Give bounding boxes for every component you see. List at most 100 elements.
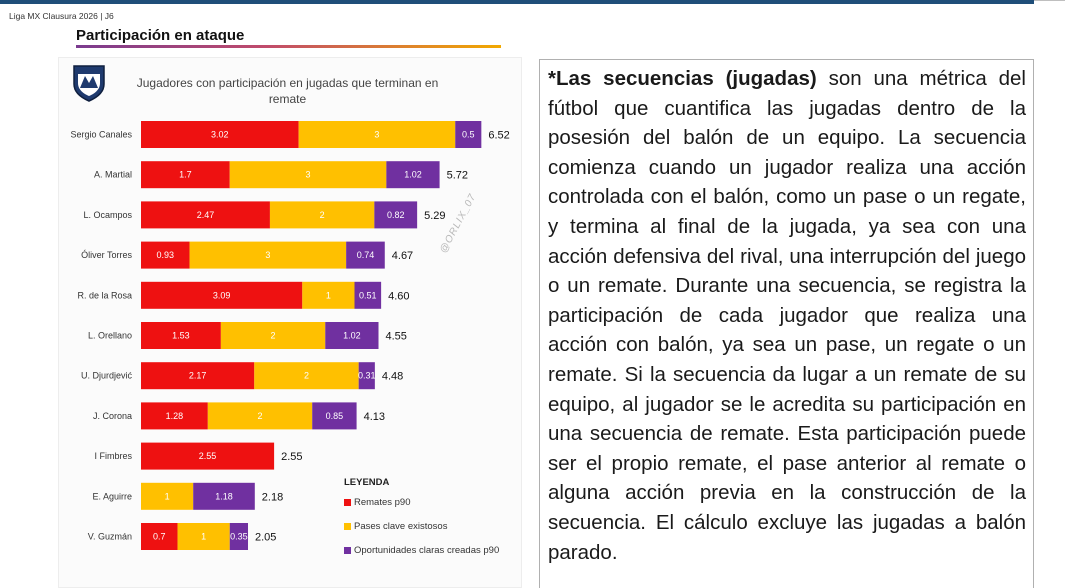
category-label: Óliver Torres: [81, 250, 132, 260]
legend-title: LEYENDA: [344, 477, 390, 488]
total-label: 5.29: [424, 210, 445, 222]
bar-segment: [141, 121, 299, 148]
competition-label: Liga MX Clausura 2026 | J6: [9, 11, 114, 21]
team-crest-icon: [73, 65, 105, 102]
category-label: A. Martial: [94, 170, 132, 180]
total-label: 2.55: [281, 451, 302, 463]
bar-segment: [141, 362, 255, 390]
data-label: 0.82: [387, 210, 405, 220]
legend-swatch: [344, 499, 351, 506]
legend-swatch: [344, 547, 351, 554]
legend-item-oportunidades: Oportunidades claras creadas p90: [344, 545, 514, 556]
legend-label: Pases clave existosos: [354, 521, 448, 532]
legend-item-remates: Remates p90: [344, 497, 514, 508]
data-label: 1.18: [215, 491, 233, 501]
data-label: 2.17: [189, 371, 207, 381]
bar-segment: [189, 241, 347, 269]
total-label: 4.67: [392, 250, 413, 262]
category-label: V. Guzmán: [88, 532, 132, 542]
data-label: 3: [265, 250, 270, 260]
data-label: 3.09: [213, 290, 231, 300]
explanation-text: *Las secuencias (jugadas) son una métric…: [548, 64, 1026, 567]
data-label: 3: [374, 130, 379, 140]
bar-segment: [141, 161, 230, 189]
bar-segment: [302, 281, 355, 309]
data-label: 1: [201, 532, 206, 542]
total-label: 4.55: [386, 331, 407, 343]
legend-item-pases: Pases clave existosos: [344, 521, 514, 532]
bar-segment: [141, 322, 221, 349]
data-label: 0.85: [326, 411, 344, 421]
top-rule-end: [1034, 0, 1065, 1]
bar-segment: [141, 281, 303, 309]
bar-segment: [269, 201, 375, 229]
category-label: U. Djurdjević: [81, 371, 133, 381]
data-label: 1.02: [404, 170, 422, 180]
bar-segment: [346, 241, 385, 269]
bar-segment: [220, 322, 326, 349]
chart-legend: LEYENDA Remates p90 Pases clave existoso…: [344, 477, 514, 569]
legend-label: Remates p90: [354, 497, 411, 508]
explanation-lead: *Las secuencias (jugadas): [548, 67, 817, 90]
top-rule: [0, 0, 1034, 4]
bar-segment: [455, 121, 482, 148]
category-label: L. Orellano: [88, 331, 132, 341]
total-label: 4.13: [364, 411, 385, 423]
data-label: 1.53: [172, 331, 190, 341]
explanation-body: son una métrica del fútbol que cuantific…: [548, 67, 1026, 564]
data-label: 0.93: [157, 250, 175, 260]
data-label: 1.28: [166, 411, 184, 421]
total-label: 4.60: [388, 290, 409, 302]
bar-segment: [177, 523, 230, 550]
data-label: 0.5: [462, 130, 475, 140]
category-label: J. Corona: [93, 411, 132, 421]
data-label: 0.35: [230, 532, 248, 542]
bar-segment: [141, 442, 275, 470]
data-label: 2: [258, 411, 263, 421]
bar-segment: [254, 362, 359, 390]
section-title: Participación en ataque: [76, 27, 245, 44]
data-label: 1.7: [179, 170, 192, 180]
data-label: 2: [320, 210, 325, 220]
category-label: L. Ocampos: [83, 210, 132, 220]
category-label: Sergio Canales: [70, 130, 132, 140]
data-label: 1: [165, 491, 170, 501]
bar-segment: [229, 161, 387, 189]
bar-segment: [141, 523, 178, 550]
data-label: 2.55: [199, 451, 217, 461]
data-label: 1.02: [343, 331, 361, 341]
bar-segment: [207, 402, 313, 430]
data-label: 0.51: [359, 290, 377, 300]
bar-segment: [298, 121, 456, 148]
data-label: 0.7: [153, 532, 166, 542]
total-label: 2.05: [255, 532, 276, 544]
title-underline: [76, 45, 501, 48]
category-label: I Fimbres: [94, 451, 132, 461]
data-label: 2: [271, 331, 276, 341]
bar-segment: [358, 362, 375, 390]
bar-segment: [229, 523, 249, 550]
bar-segment: [354, 281, 382, 309]
category-label: R. de la Rosa: [77, 290, 132, 300]
total-label: 2.18: [262, 491, 283, 503]
data-label: 0.31: [358, 371, 376, 381]
data-label: 0.74: [357, 250, 375, 260]
total-label: 6.52: [488, 130, 509, 142]
data-label: 2: [304, 371, 309, 381]
explanation-box: [539, 59, 1034, 588]
data-label: 2.47: [197, 210, 215, 220]
bar-segment: [325, 322, 379, 349]
data-label: 1: [326, 290, 331, 300]
bar-segment: [141, 402, 208, 430]
bar-segment: [312, 402, 357, 430]
bar-segment: [141, 241, 190, 269]
bar-segment: [374, 201, 418, 229]
stacked-bar-chart: Sergio Canales 3.02 3 0.5 6.52 A. Martial 1.7 3…: [70, 121, 510, 550]
legend-label: Oportunidades claras creadas p90: [354, 545, 500, 556]
data-label: 3.02: [211, 130, 229, 140]
bar-segment: [386, 161, 440, 189]
legend-swatch: [344, 523, 351, 530]
total-label: 5.72: [447, 170, 468, 182]
category-label: E. Aguirre: [92, 491, 132, 501]
bar-segment: [141, 201, 270, 229]
